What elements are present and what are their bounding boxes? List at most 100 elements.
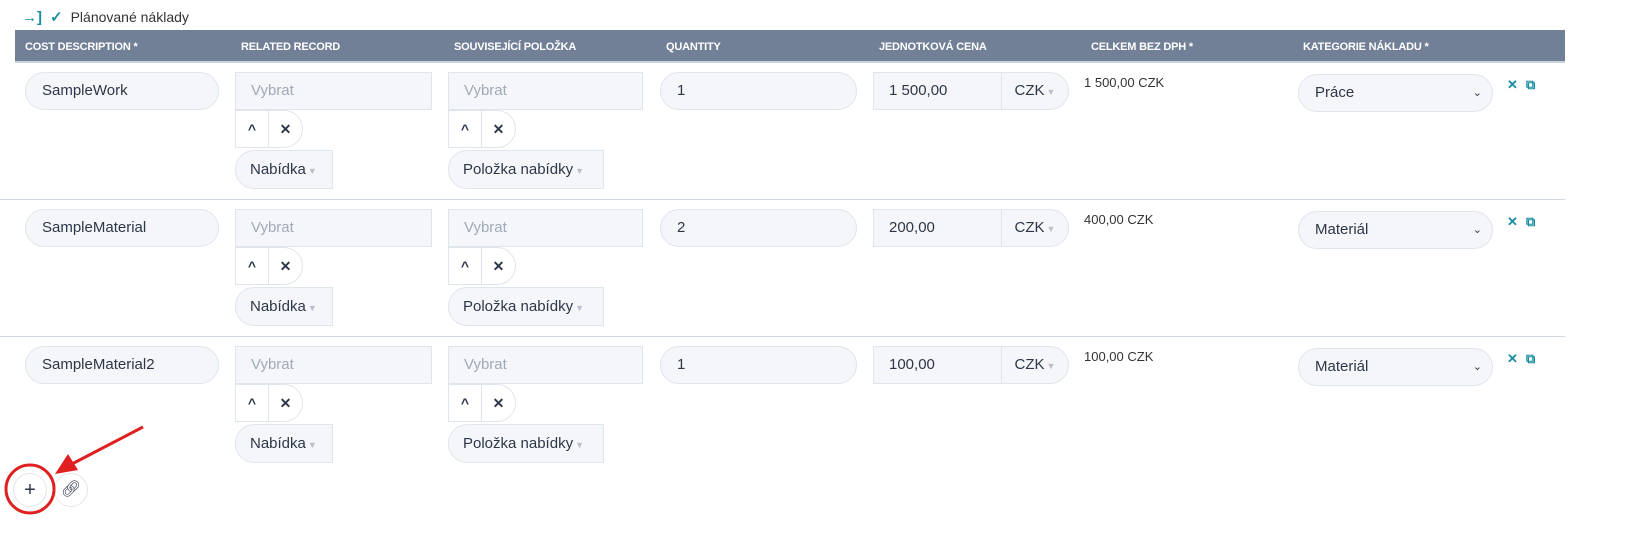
category-label: Práce <box>1315 84 1355 101</box>
currency-dropdown[interactable]: CZK ▼ <box>1001 209 1069 247</box>
currency-label: CZK <box>1014 356 1045 373</box>
section-title: →] ✓ Plánované náklady <box>22 8 189 27</box>
close-icon: ✕ <box>492 258 505 274</box>
total-value: 100,00 CZK <box>1084 349 1154 364</box>
unit-price-input[interactable]: 1 500,00 <box>873 72 1002 110</box>
delete-row-icon[interactable]: ✕ <box>1507 214 1518 229</box>
quantity-input[interactable]: 1 <box>660 346 857 384</box>
cost-description-input[interactable]: SampleMaterial2 <box>25 346 219 384</box>
cost-description-input[interactable]: SampleMaterial <box>25 209 219 247</box>
item-type-dropdown[interactable]: Položka nabídky ▼ <box>448 287 604 326</box>
quantity-input[interactable]: 1 <box>660 72 857 110</box>
section-title-text: Plánované náklady <box>70 9 189 25</box>
item-clear-button[interactable]: ✕ <box>481 384 516 422</box>
related-clear-button[interactable]: ✕ <box>268 384 303 422</box>
related-type-label: Nabídka <box>250 161 306 178</box>
item-type-dropdown[interactable]: Položka nabídky ▼ <box>448 150 604 189</box>
header-related-record: RELATED RECORD <box>241 41 341 53</box>
annotation-circle <box>4 463 56 515</box>
related-record-select[interactable]: Vybrat <box>235 72 432 110</box>
category-select[interactable]: Materiál ⌄ <box>1298 348 1493 386</box>
table-header: COST DESCRIPTION * RELATED RECORD SOUVIS… <box>15 30 1565 63</box>
related-record-select[interactable]: Vybrat <box>235 209 432 247</box>
related-type-dropdown[interactable]: Nabídka ▼ <box>235 150 333 189</box>
category-select[interactable]: Materiál ⌄ <box>1298 211 1493 249</box>
chevron-up-icon: ^ <box>460 121 470 137</box>
annotation-arrow-head <box>55 454 78 474</box>
unit-price-input[interactable]: 100,00 <box>873 346 1002 384</box>
chevron-up-icon: ^ <box>247 395 257 411</box>
link-icon: 🔗︎ <box>60 481 82 498</box>
delete-row-icon[interactable]: ✕ <box>1507 77 1518 92</box>
copy-row-icon[interactable]: ⧉ <box>1526 77 1536 92</box>
item-expand-button[interactable]: ^ <box>448 384 482 422</box>
category-select[interactable]: Práce ⌄ <box>1298 74 1493 112</box>
related-clear-button[interactable]: ✕ <box>268 110 303 148</box>
quantity-input[interactable]: 2 <box>660 209 857 247</box>
chevron-up-icon: ^ <box>247 121 257 137</box>
category-label: Materiál <box>1315 358 1369 375</box>
item-type-dropdown[interactable]: Položka nabídky ▼ <box>448 424 604 463</box>
close-icon: ✕ <box>279 121 292 137</box>
caret-down-icon: ▼ <box>307 303 317 313</box>
category-label: Materiál <box>1315 221 1369 238</box>
caret-down-icon: ▼ <box>1046 224 1056 234</box>
chevron-down-icon: ⌄ <box>1472 87 1482 99</box>
check-icon: ✓ <box>50 9 63 26</box>
related-item-select[interactable]: Vybrat <box>448 346 643 384</box>
chevron-up-icon: ^ <box>460 395 470 411</box>
related-record-select[interactable]: Vybrat <box>235 346 432 384</box>
table-row: SampleWork Vybrat ^ ✕ Nabídka ▼ Vybrat ^ … <box>0 63 1565 200</box>
header-souvisejici-polozka: SOUVISEJÍCÍ POLOŽKA <box>454 41 577 53</box>
chevron-down-icon: ⌄ <box>1472 361 1482 373</box>
caret-down-icon: ▼ <box>307 166 317 176</box>
link-button[interactable]: 🔗︎ <box>54 473 88 507</box>
chevron-up-icon: ^ <box>247 258 257 274</box>
chevron-down-icon: ⌄ <box>1472 224 1482 236</box>
delete-row-icon[interactable]: ✕ <box>1507 351 1518 366</box>
related-expand-button[interactable]: ^ <box>235 247 269 285</box>
table-row: SampleMaterial Vybrat ^ ✕ Nabídka ▼ Vybra… <box>0 200 1565 337</box>
item-clear-button[interactable]: ✕ <box>481 110 516 148</box>
item-type-label: Položka nabídky <box>463 161 574 178</box>
header-quantity: QUANTITY <box>666 41 721 53</box>
chevron-up-icon: ^ <box>460 258 470 274</box>
annotation-arrow-line <box>69 425 144 467</box>
related-clear-button[interactable]: ✕ <box>268 247 303 285</box>
currency-label: CZK <box>1014 82 1045 99</box>
caret-down-icon: ▼ <box>307 440 317 450</box>
total-value: 400,00 CZK <box>1084 212 1154 227</box>
currency-label: CZK <box>1014 219 1045 236</box>
item-clear-button[interactable]: ✕ <box>481 247 516 285</box>
currency-dropdown[interactable]: CZK ▼ <box>1001 346 1069 384</box>
copy-row-icon[interactable]: ⧉ <box>1526 214 1536 229</box>
header-unit-price: JEDNOTKOVÁ CENA <box>879 41 987 53</box>
unit-price-input[interactable]: 200,00 <box>873 209 1002 247</box>
currency-dropdown[interactable]: CZK ▼ <box>1001 72 1069 110</box>
item-expand-button[interactable]: ^ <box>448 247 482 285</box>
header-total: CELKEM BEZ DPH * <box>1091 41 1193 53</box>
related-type-label: Nabídka <box>250 298 306 315</box>
related-expand-button[interactable]: ^ <box>235 110 269 148</box>
close-icon: ✕ <box>279 258 292 274</box>
related-type-dropdown[interactable]: Nabídka ▼ <box>235 287 333 326</box>
caret-down-icon: ▼ <box>1046 87 1056 97</box>
close-icon: ✕ <box>279 395 292 411</box>
caret-down-icon: ▼ <box>1046 361 1056 371</box>
item-type-label: Položka nabídky <box>463 435 574 452</box>
related-item-select[interactable]: Vybrat <box>448 72 643 110</box>
add-row-button[interactable]: + <box>13 473 47 507</box>
cost-description-input[interactable]: SampleWork <box>25 72 219 110</box>
copy-row-icon[interactable]: ⧉ <box>1526 351 1536 366</box>
related-item-select[interactable]: Vybrat <box>448 209 643 247</box>
related-type-dropdown[interactable]: Nabídka ▼ <box>235 424 333 463</box>
arrow-into-bracket-icon[interactable]: →] <box>22 8 42 26</box>
caret-down-icon: ▼ <box>575 440 584 450</box>
plus-icon: + <box>24 479 36 501</box>
related-type-label: Nabídka <box>250 435 306 452</box>
table-row: SampleMaterial2 Vybrat ^ ✕ Nabídka ▼ Vybr… <box>0 337 1565 474</box>
caret-down-icon: ▼ <box>575 166 584 176</box>
header-category: KATEGORIE NÁKLADU * <box>1303 41 1429 53</box>
close-icon: ✕ <box>492 395 505 411</box>
